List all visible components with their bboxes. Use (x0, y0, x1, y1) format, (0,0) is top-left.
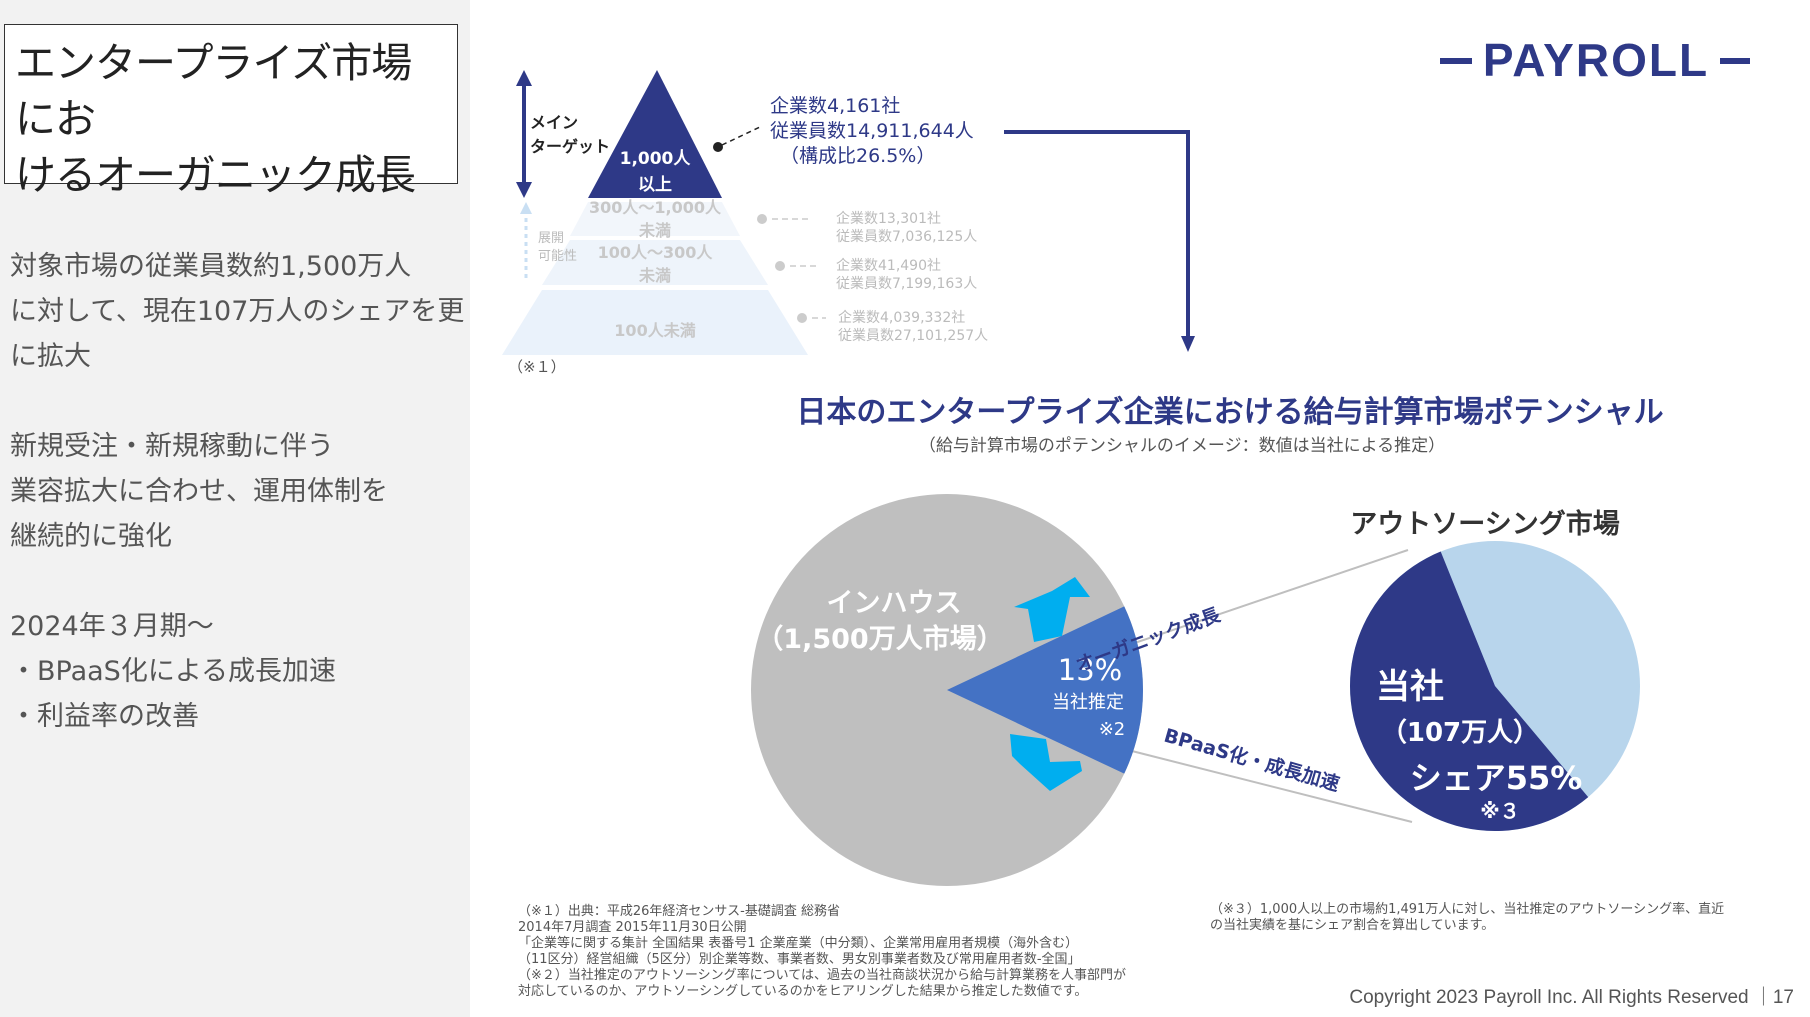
inhouse-market-label: （1,500万人市場） (756, 623, 1003, 655)
tier-3-info-a: 企業数41,490社 (836, 257, 941, 274)
tier-1-info-a: 企業数4,161社 (770, 95, 900, 117)
connector-arrow (1004, 130, 1190, 340)
outsourcing-title: アウトソーシング市場 (1350, 508, 1619, 540)
footnotes-left: （※１）出典：平成26年経済センサス-基礎調査 総務省 2014年7月調査 20… (518, 904, 1126, 999)
funnel-line-bottom (1119, 747, 1413, 823)
slide-title-line-2: けるオーガニック成長 (15, 151, 416, 199)
tier-2-label-b: 未満 (638, 221, 671, 240)
slice-note: 当社推定 (1052, 692, 1124, 713)
tier-1-info-b: 従業員数14,911,644人 (770, 120, 974, 142)
para-operation: 新規受注・新規稼動に伴う 業容拡大に合わせ、運用体制を 継続的に強化 (10, 431, 388, 552)
expansion-label-b: 可能性 (538, 249, 577, 264)
company-label: 当社 (1376, 667, 1444, 707)
payroll-logo: PAYROLL (1440, 34, 1750, 86)
inhouse-label: インハウス (827, 588, 962, 619)
company-count: （107万人） (1381, 718, 1539, 748)
section-title: 日本のエンタープライズ企業における給与計算市場ポテンシャル (796, 395, 1663, 430)
slide-title-line-1: エンタープライズ市場にお (15, 39, 412, 143)
main-target-label-b: ターゲット (530, 137, 610, 156)
copyright: Copyright 2023 Payroll Inc. All Rights R… (1349, 987, 1794, 1008)
pyramid-tier-2 (570, 202, 740, 236)
bpaas-growth-label: BPaaS化・成長加速 (1162, 724, 1343, 796)
growth-up-arrow-icon (1014, 577, 1090, 642)
tier-4-label: 100人未満 (614, 321, 695, 340)
company-share: シェア55% (1410, 759, 1583, 797)
outsourcing-pie-company-slice (1350, 551, 1589, 831)
section-subtitle: （給与計算市場のポテンシャルのイメージ：数値は当社による推定） (919, 436, 1445, 456)
tier-1-label-b: 以上 (638, 175, 672, 195)
share-note: ※３ (1480, 799, 1519, 823)
footnotes-right: （※３）1,000人以上の市場約1,491万人に対し、当社推定のアウトソーシング… (1210, 902, 1725, 933)
tier-4-info-b: 従業員数27,101,257人 (838, 328, 988, 344)
logo-text: PAYROLL (1483, 34, 1709, 86)
slice-note-ref: ※2 (1099, 719, 1126, 740)
growth-down-arrow-icon (1010, 734, 1082, 791)
expansion-label-a: 展開 (538, 231, 564, 246)
tier-4-info-a: 企業数4,039,332社 (838, 309, 965, 326)
inhouse-pie-slice (947, 606, 1143, 774)
tier-2-label-a: 300人～1,000人 (589, 198, 722, 217)
para-2024-plan: 2024年３月期～ ・BPaaS化による成長加速 ・利益率の改善 (10, 611, 337, 732)
pyramid-tier-4 (502, 290, 808, 355)
tier-3-label-a: 100人～300人 (598, 243, 714, 262)
pyramid-tier-3 (542, 240, 768, 285)
slide-title: エンタープライズ市場にお けるオーガニック成長 (4, 24, 458, 199)
pyramid-tier-1 (588, 70, 722, 198)
tier-2-info-a: 企業数13,301社 (836, 210, 941, 227)
pyramid: 1,000人 以上 300人～1,000人 未満 100人～300人 未満 10… (502, 70, 1195, 376)
tier-3-label-b: 未満 (638, 266, 671, 285)
pyramid-note: （※１） (508, 358, 566, 376)
main-target-label-a: メイン (530, 113, 578, 132)
slice-percent: 13% (1058, 653, 1122, 687)
tier-2-info-b: 従業員数7,036,125人 (836, 229, 977, 245)
para-market-target: 対象市場の従業員数約1,500万人 に対して、現在107万人のシェアを更 に拡大 (10, 251, 465, 372)
tier-1-label-a: 1,000人 (620, 149, 692, 169)
funnel-line-top (1119, 549, 1409, 649)
tier-3-info-b: 従業員数7,199,163人 (836, 276, 977, 292)
outsourcing-pie: アウトソーシング市場 当社 （107万人） シェア55% ※３ (1350, 508, 1640, 831)
tier-1-info-c: （構成比26.5%） (780, 145, 935, 167)
inhouse-pie: インハウス （1,500万人市場） 13% 当社推定 ※2 (751, 494, 1143, 886)
